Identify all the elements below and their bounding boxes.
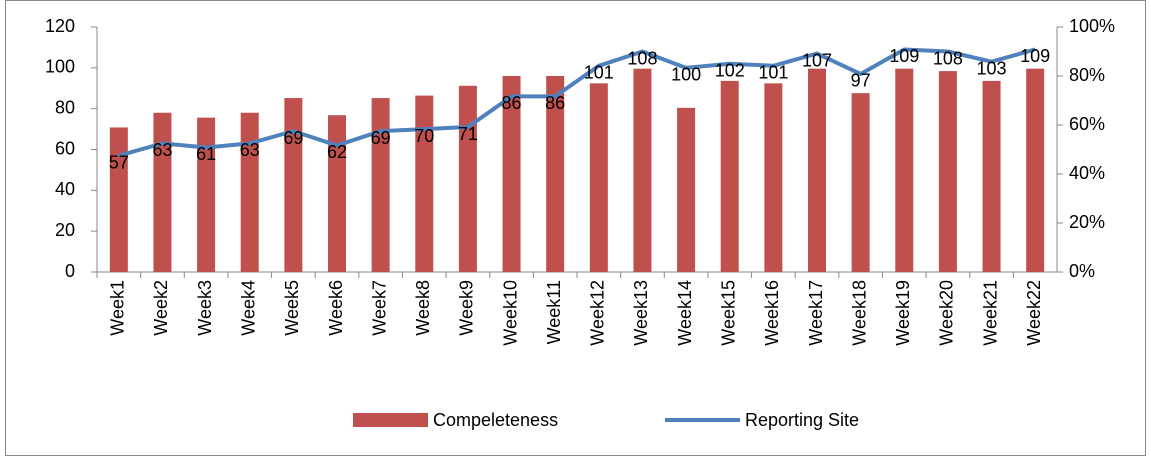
x-tick-label: Week6	[326, 280, 346, 336]
y-tick-label: 40	[55, 179, 75, 199]
bar	[502, 76, 521, 272]
bar	[677, 107, 696, 272]
x-tick-label: Week8	[413, 280, 433, 336]
bar	[1026, 68, 1045, 273]
x-tick-label: Week12	[588, 280, 608, 346]
legend-label: Reporting Site	[745, 410, 859, 430]
bar	[546, 76, 565, 272]
data-label: 101	[758, 63, 788, 83]
x-tick-label: Week20	[937, 280, 957, 346]
x-tick-label: Week11	[544, 280, 564, 344]
bar	[415, 95, 434, 272]
data-label: 70	[414, 126, 434, 146]
bar	[633, 68, 652, 273]
bar	[371, 98, 390, 272]
data-label: 63	[152, 140, 172, 160]
x-tick-label: Week4	[238, 280, 258, 336]
x-tick-label: Week16	[762, 280, 782, 346]
data-label: 97	[851, 71, 871, 91]
y2-tick-label: 60%	[1069, 114, 1105, 134]
y2-tick-label: 80%	[1069, 65, 1105, 85]
bar	[895, 68, 914, 273]
data-label: 103	[977, 58, 1007, 78]
x-tick-label: Week9	[457, 280, 477, 336]
y2-tick-label: 20%	[1069, 212, 1105, 232]
data-label: 101	[584, 63, 614, 83]
data-label: 108	[627, 48, 657, 68]
y-tick-label: 60	[55, 138, 75, 158]
bar	[851, 93, 870, 273]
data-label: 107	[802, 50, 832, 70]
legend-swatch	[353, 413, 428, 427]
data-label: 86	[502, 93, 522, 113]
x-tick-label: Week13	[631, 280, 651, 346]
data-label: 109	[1020, 46, 1050, 66]
x-tick-label: Week15	[718, 280, 738, 346]
bar	[720, 80, 739, 273]
legend-label: Compeleteness	[433, 410, 558, 430]
data-label: 108	[933, 48, 963, 68]
x-tick-label: Week19	[893, 280, 913, 346]
y2-tick-label: 100%	[1069, 16, 1115, 36]
x-tick-label: Week2	[151, 280, 171, 336]
data-label: 102	[715, 61, 745, 81]
y2-tick-label: 0%	[1069, 261, 1095, 281]
data-label: 86	[545, 93, 565, 113]
x-tick-label: Week17	[806, 280, 826, 346]
data-label: 61	[196, 144, 216, 164]
bar	[764, 83, 783, 272]
bar	[938, 71, 957, 272]
bar	[589, 83, 608, 272]
bar	[284, 98, 303, 272]
bar	[240, 112, 259, 272]
bar	[109, 127, 128, 272]
x-tick-label: Week18	[849, 280, 869, 346]
x-tick-label: Week5	[282, 280, 302, 336]
data-label: 62	[327, 142, 347, 162]
x-tick-label: Week14	[675, 280, 695, 346]
data-label: 71	[458, 124, 478, 144]
bar	[458, 85, 477, 272]
bar	[197, 117, 216, 273]
line	[118, 47, 1036, 158]
x-tick-label: Week22	[1024, 280, 1044, 346]
y2-tick-label: 40%	[1069, 163, 1105, 183]
data-label: 69	[371, 128, 391, 148]
bar	[328, 115, 346, 272]
x-tick-label: Week21	[980, 280, 1000, 346]
x-tick-label: Week3	[195, 280, 215, 336]
y-tick-label: 100	[45, 57, 75, 77]
y-tick-label: 80	[55, 97, 75, 117]
bar	[808, 68, 826, 273]
y-tick-label: 20	[55, 220, 75, 240]
x-tick-label: Week10	[500, 280, 520, 346]
data-label: 109	[889, 46, 919, 66]
data-label: 100	[671, 65, 701, 85]
data-label: 63	[240, 140, 260, 160]
bar	[982, 80, 1001, 273]
x-tick-label: Week7	[369, 280, 389, 336]
data-label: 57	[109, 152, 129, 172]
y-tick-label: 120	[45, 16, 75, 36]
x-tick-label: Week1	[108, 280, 128, 336]
bar	[153, 112, 172, 272]
data-label: 69	[283, 128, 303, 148]
chart-border	[5, 0, 1146, 456]
y-tick-label: 0	[65, 261, 75, 281]
